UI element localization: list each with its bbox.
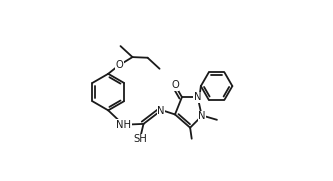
Text: O: O [115,60,123,70]
Text: O: O [171,80,179,90]
Text: N: N [198,111,205,121]
Text: N: N [157,106,165,116]
Text: NH: NH [117,119,132,130]
Text: SH: SH [134,134,147,144]
Text: N: N [194,92,201,102]
